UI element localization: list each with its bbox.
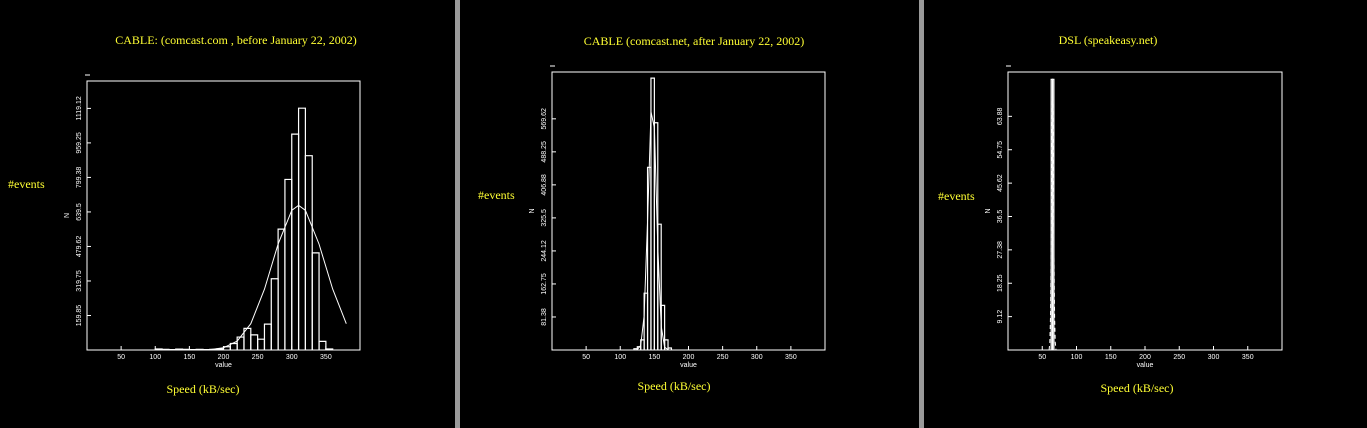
x-tick-label: 250 [717,354,729,361]
x-axis-label: value [680,362,697,369]
y-axis-label: N [64,213,71,218]
y-tick-label: 1119.12 [76,96,83,120]
x-tick-label: 200 [1139,354,1151,361]
y-tick-label: 959.25 [76,132,83,154]
plot-area [633,77,673,350]
x-tick-label: 350 [320,354,332,361]
x-caption: Speed (kB/sec) [167,382,240,396]
histogram-bin [181,348,190,350]
x-tick-label: 350 [785,354,797,361]
x-tick-label: 350 [1242,354,1254,361]
y-tick-label: 488.25 [541,141,548,163]
x-axis-label: value [1137,362,1154,369]
x-axis-label: value [215,362,232,369]
x-tick-label: 100 [614,354,626,361]
separator [455,0,460,428]
x-tick-label: 50 [117,354,125,361]
y-tick-label: 18.25 [997,274,1004,292]
x-caption: Speed (kB/sec) [1101,381,1174,395]
y-tick-label: 9.12 [997,310,1004,324]
fit-curve [1048,93,1057,350]
y-tick-label: 406.88 [541,174,548,196]
y-tick-label: 479.62 [76,236,83,258]
y-tick-label: 27.38 [997,241,1004,259]
histogram-bin [161,348,170,350]
histogram-bin [667,347,673,350]
y-tick-label: 45.62 [997,174,1004,192]
histogram-bin [311,252,320,350]
x-tick-label: 100 [149,354,161,361]
chart-title: CABLE: (comcast.com , before January 22,… [115,33,357,47]
x-tick-label: 150 [1105,354,1117,361]
y-caption: #events [938,189,975,203]
histogram-bin [1051,78,1055,350]
x-tick-label: 150 [184,354,196,361]
y-tick-label: 569.62 [541,108,548,130]
y-tick-label: 325.5 [541,209,548,227]
x-tick-label: 100 [1071,354,1083,361]
x-tick-label: 50 [582,354,590,361]
x-caption: Speed (kB/sec) [638,379,711,393]
x-tick-label: 200 [218,354,230,361]
histogram-bin [318,340,327,350]
x-tick-label: 250 [1173,354,1185,361]
x-tick-label: 200 [683,354,695,361]
x-tick-label: 300 [1208,354,1220,361]
separator [919,0,924,428]
fit-curve [209,204,347,350]
chart-title: DSL (speakeasy.net) [1059,33,1158,47]
y-tick-label: 81.38 [541,308,548,326]
y-tick-label: 244.12 [541,240,548,262]
y-tick-label: 54.75 [997,141,1004,159]
y-axis-label: N [985,208,992,213]
y-tick-label: 319.75 [76,270,83,292]
y-caption: #events [478,188,515,202]
plot-area [1048,78,1057,350]
x-tick-label: 300 [751,354,763,361]
y-caption: #events [8,177,45,191]
histogram-bin [325,348,334,350]
y-tick-label: 799.38 [76,167,83,189]
histogram-bin [657,223,662,350]
y-tick-label: 63.88 [997,107,1004,125]
histogram-bin [195,348,204,350]
x-tick-label: 150 [649,354,661,361]
y-tick-label: 159.85 [76,305,83,327]
x-tick-label: 50 [1038,354,1046,361]
y-tick-label: 36.5 [997,210,1004,224]
chart-title: CABLE (comcast.net, after January 22, 20… [584,34,805,48]
x-tick-label: 300 [286,354,298,361]
x-tick-label: 250 [252,354,264,361]
y-tick-label: 162.75 [541,273,548,295]
y-axis-label: N [529,208,536,213]
fit-curve [636,111,669,350]
y-tick-label: 639.5 [76,203,83,221]
plot-area [154,107,347,350]
